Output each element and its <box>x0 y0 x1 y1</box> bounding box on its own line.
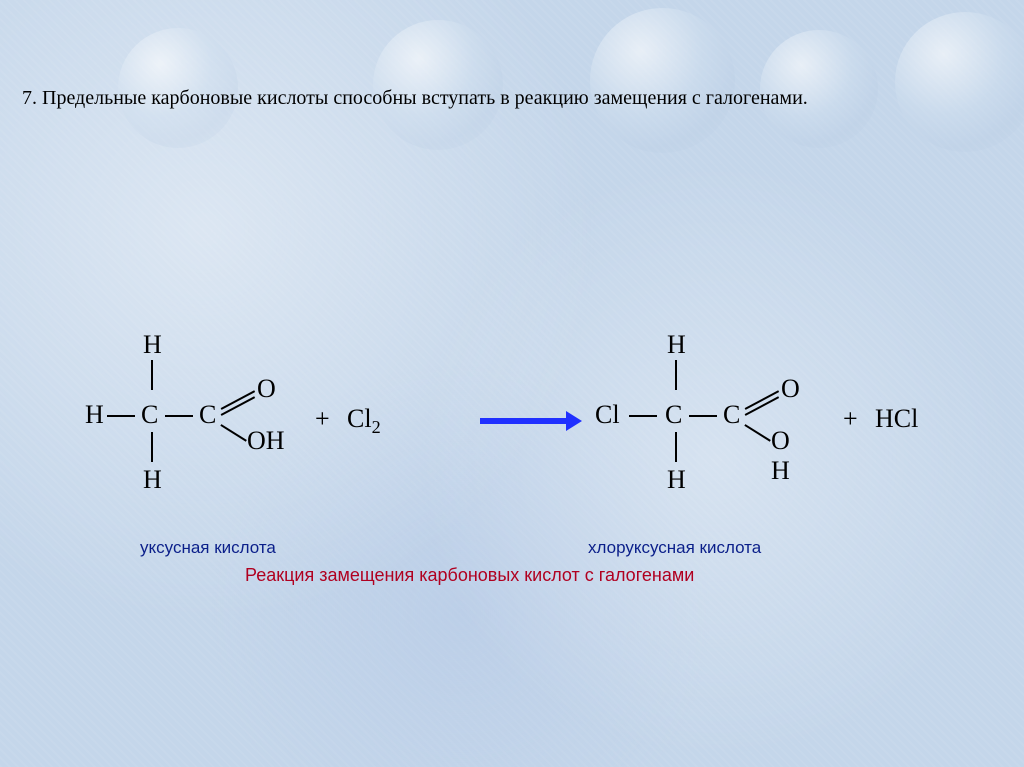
reaction-equation: H H C C H O OH + Cl2 H Cl C C H <box>85 330 955 530</box>
atom-oh: O H <box>771 426 790 486</box>
atom-o: O <box>257 374 276 404</box>
atom-c: C <box>199 400 216 430</box>
atom-cl: Cl <box>595 400 620 430</box>
statement-text: 7. Предельные карбоновые кислоты способн… <box>22 85 1002 112</box>
plus-sign: + <box>843 404 858 434</box>
plus-sign: + <box>315 404 330 434</box>
atom-c: C <box>665 400 682 430</box>
bond <box>151 360 153 390</box>
bond <box>221 424 247 441</box>
atom-h: H <box>85 400 104 430</box>
label-chloroacetic-acid: хлоруксусная кислота <box>588 538 761 558</box>
bond <box>165 415 193 417</box>
cl2-sub: 2 <box>372 417 381 437</box>
deco-circle <box>895 12 1024 152</box>
atom-h: H <box>667 465 686 495</box>
reaction-arrow <box>480 415 580 425</box>
atom-c: C <box>141 400 158 430</box>
bond <box>745 424 771 441</box>
arrow-line <box>480 418 568 424</box>
reaction-caption: Реакция замещения карбоновых кислот с га… <box>245 565 694 586</box>
atom-h: H <box>143 465 162 495</box>
atom-oh: OH <box>247 426 285 456</box>
bond <box>629 415 657 417</box>
atom-o: O <box>781 374 800 404</box>
bond <box>675 360 677 390</box>
reagent-cl2: Cl2 <box>347 404 381 434</box>
product-hcl: HCl <box>875 404 918 434</box>
label-acetic-acid: уксусная кислота <box>140 538 276 558</box>
bond <box>689 415 717 417</box>
atom-c: C <box>723 400 740 430</box>
arrow-head-icon <box>566 411 582 431</box>
deco-circle <box>590 8 735 153</box>
cl2-text: Cl <box>347 404 372 433</box>
bond <box>151 432 153 462</box>
bond <box>675 432 677 462</box>
bond <box>107 415 135 417</box>
atom-h: H <box>143 330 162 360</box>
atom-h: H <box>667 330 686 360</box>
